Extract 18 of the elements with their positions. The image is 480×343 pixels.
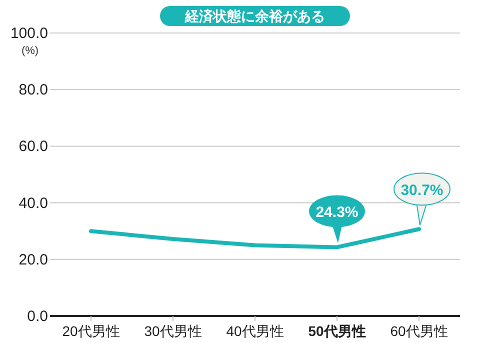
x-tick-label: 40代男性 — [226, 323, 284, 339]
x-tick-label: 30代男性 — [144, 323, 202, 339]
value-label-callout: 30.7% — [394, 172, 450, 226]
x-tick-label: 60代男性 — [390, 323, 448, 339]
y-tick-label: 100.0 — [10, 25, 48, 42]
chart-title: 経済状態に余裕がある — [184, 8, 325, 24]
y-tick-label: 20.0 — [18, 251, 48, 268]
data-label: 24.3% — [316, 204, 358, 222]
value-label-callout: 24.3% — [309, 195, 365, 244]
y-tick-label: 40.0 — [18, 194, 48, 212]
line-series — [89, 227, 421, 250]
x-tick-label: 20代男性 — [62, 323, 120, 339]
y-tick-label: 0.0 — [27, 308, 48, 325]
y-axis-title: (%) — [21, 45, 39, 57]
y-tick-label: 60.0 — [18, 138, 48, 156]
data-label: 30.7% — [400, 182, 444, 200]
y-tick-label: 80.0 — [18, 82, 48, 99]
x-tick-label: 50代男性 — [308, 323, 366, 339]
